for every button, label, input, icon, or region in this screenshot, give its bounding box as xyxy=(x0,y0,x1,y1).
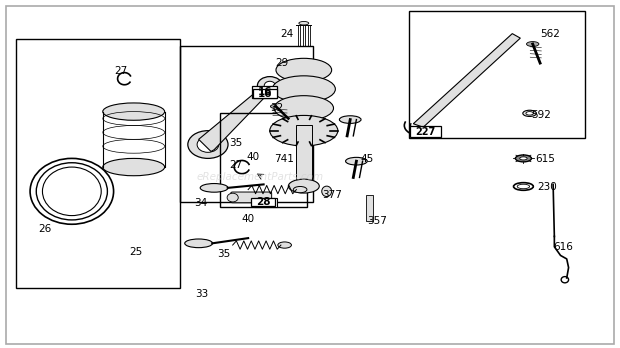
Ellipse shape xyxy=(270,116,338,146)
Text: 34: 34 xyxy=(194,198,207,208)
Polygon shape xyxy=(414,34,520,127)
Ellipse shape xyxy=(517,184,529,189)
Text: 29: 29 xyxy=(275,58,289,68)
Ellipse shape xyxy=(322,186,332,197)
Text: 16: 16 xyxy=(257,89,272,98)
Text: eReplacementParts.com: eReplacementParts.com xyxy=(197,173,324,182)
Text: 227: 227 xyxy=(415,127,436,137)
Ellipse shape xyxy=(185,239,213,248)
Ellipse shape xyxy=(293,187,307,193)
Text: 40: 40 xyxy=(247,152,260,162)
Bar xyxy=(253,89,277,98)
Text: 562: 562 xyxy=(540,29,560,39)
Text: 230: 230 xyxy=(537,182,557,192)
Bar xyxy=(220,113,307,207)
Polygon shape xyxy=(198,84,276,151)
Text: 27: 27 xyxy=(229,160,242,170)
Ellipse shape xyxy=(339,116,361,124)
Ellipse shape xyxy=(103,103,165,120)
Bar xyxy=(366,195,373,221)
Ellipse shape xyxy=(272,76,335,102)
Text: 32: 32 xyxy=(270,103,284,113)
Text: 33: 33 xyxy=(195,288,208,299)
Ellipse shape xyxy=(526,42,539,46)
Ellipse shape xyxy=(103,158,165,176)
FancyBboxPatch shape xyxy=(410,126,441,137)
Text: 45: 45 xyxy=(360,154,373,164)
Text: 616: 616 xyxy=(553,242,573,252)
Ellipse shape xyxy=(523,110,536,117)
FancyBboxPatch shape xyxy=(231,192,272,203)
Bar xyxy=(296,126,312,188)
Ellipse shape xyxy=(526,112,533,115)
Bar xyxy=(16,39,180,288)
Text: 26: 26 xyxy=(38,224,52,235)
Ellipse shape xyxy=(278,242,291,248)
Ellipse shape xyxy=(288,179,319,193)
Text: 25: 25 xyxy=(129,247,142,257)
Ellipse shape xyxy=(520,157,527,160)
Text: 357: 357 xyxy=(367,216,387,227)
FancyBboxPatch shape xyxy=(254,198,277,207)
Text: 35: 35 xyxy=(229,138,242,148)
Ellipse shape xyxy=(257,77,282,95)
Bar xyxy=(409,11,585,137)
Text: 16: 16 xyxy=(257,87,272,97)
Ellipse shape xyxy=(197,137,219,152)
Ellipse shape xyxy=(227,193,238,202)
Ellipse shape xyxy=(200,183,228,192)
Bar xyxy=(180,46,313,202)
Text: 40: 40 xyxy=(242,214,255,224)
Text: 24: 24 xyxy=(280,29,293,39)
Text: 615: 615 xyxy=(535,154,555,164)
Ellipse shape xyxy=(299,22,309,25)
Ellipse shape xyxy=(276,58,332,82)
Text: 27: 27 xyxy=(115,66,128,76)
Ellipse shape xyxy=(270,104,281,109)
Text: 28: 28 xyxy=(255,197,270,207)
Text: 741: 741 xyxy=(274,155,294,165)
Text: 592: 592 xyxy=(531,110,551,120)
Ellipse shape xyxy=(515,155,531,162)
FancyBboxPatch shape xyxy=(252,86,277,98)
Ellipse shape xyxy=(274,96,334,121)
Ellipse shape xyxy=(188,130,228,158)
Text: 35: 35 xyxy=(217,250,230,259)
Ellipse shape xyxy=(345,157,367,165)
Ellipse shape xyxy=(264,81,275,90)
Bar xyxy=(251,198,275,206)
Text: 377: 377 xyxy=(322,190,342,200)
